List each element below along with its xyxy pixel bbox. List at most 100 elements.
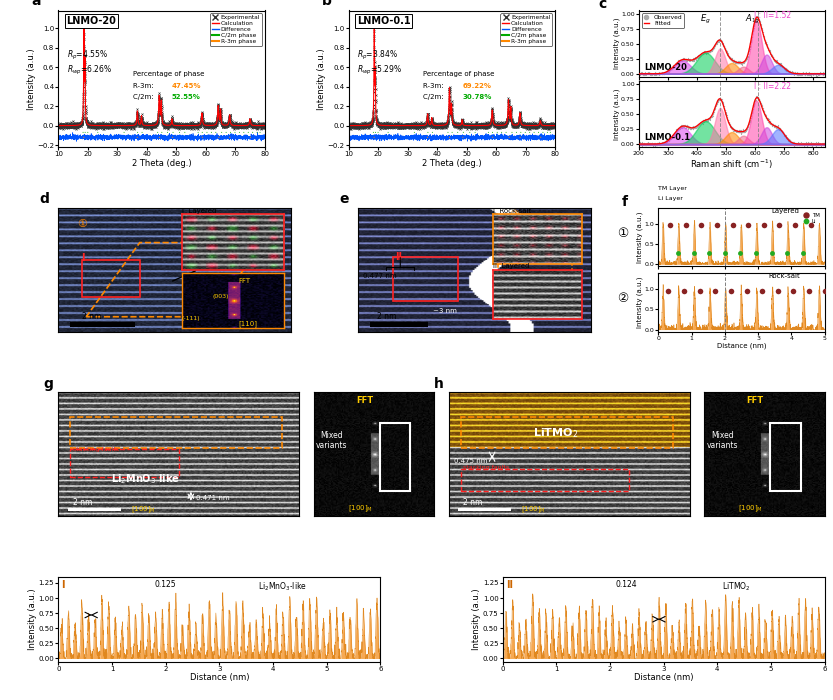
Point (649, 69, 662, 80)
Point (786, 66, 799, 77)
Point (769, 55, 782, 66)
Point (684, 55, 697, 66)
Point (694, 117, 707, 128)
Point (687, 121, 701, 132)
Point (748, 18, 761, 29)
Point (651, 139, 665, 150)
Text: [100]$_M$: [100]$_M$ (347, 503, 372, 514)
Text: c: c (598, 0, 606, 10)
Point (813, 68, 826, 79)
Point (691, 120, 705, 131)
Point (801, 139, 814, 150)
Point (681, 122, 694, 133)
Point (715, 93, 728, 104)
Bar (461, 469, 630, 491)
Point (791, 139, 804, 150)
Point (750, 92, 763, 104)
Point (686, 55, 700, 66)
Point (763, 46, 776, 57)
Point (672, 55, 686, 66)
Point (812, 68, 826, 79)
Bar (70, 449, 179, 477)
Text: stacking faults: stacking faults (72, 447, 119, 452)
Point (776, 127, 789, 138)
Point (721, 114, 735, 125)
Point (711, 36, 724, 48)
Point (671, 58, 684, 69)
Point (807, 139, 821, 150)
Point (728, 125, 741, 136)
Point (746, 29, 759, 40)
Point (792, 69, 806, 80)
Point (721, 115, 735, 126)
Point (657, 137, 671, 148)
Point (686, 55, 700, 66)
Point (765, 50, 778, 62)
Point (693, 50, 706, 62)
Point (804, 69, 817, 80)
Point (654, 137, 667, 148)
Point (651, 67, 664, 78)
Point (796, 139, 810, 150)
Point (724, 52, 737, 64)
Text: g: g (44, 377, 53, 391)
Point (810, 139, 823, 150)
Point (737, 127, 751, 138)
Point (790, 139, 803, 150)
Point (754, 19, 767, 30)
Point (792, 138, 806, 149)
Point (671, 57, 685, 68)
Point (698, 113, 711, 124)
Point (668, 128, 681, 139)
Point (778, 62, 791, 73)
Point (691, 121, 704, 132)
Point (816, 139, 829, 150)
Point (774, 125, 787, 136)
Point (723, 52, 736, 63)
Point (781, 134, 794, 145)
Point (796, 68, 810, 79)
X-axis label: Distance (nm): Distance (nm) (634, 673, 693, 682)
Point (691, 119, 705, 130)
Point (636, 136, 649, 148)
Point (806, 67, 820, 78)
Point (713, 35, 726, 46)
Point (664, 132, 677, 143)
Point (643, 68, 656, 79)
Point (661, 66, 675, 77)
Point (676, 120, 689, 131)
Point (661, 136, 674, 147)
Point (813, 139, 826, 150)
Point (792, 67, 806, 78)
Point (686, 53, 699, 64)
Point (777, 128, 791, 139)
Point (724, 52, 737, 63)
Point (669, 60, 682, 71)
Point (707, 43, 721, 54)
Point (647, 68, 661, 79)
Point (664, 133, 677, 144)
Experimental (53, 121, 63, 130)
Point (792, 140, 806, 151)
Text: Rock-salt: Rock-salt (768, 273, 800, 279)
Point (791, 68, 804, 79)
Point (757, 106, 771, 117)
Point (662, 66, 676, 77)
Point (709, 38, 722, 50)
Point (739, 56, 752, 67)
Point (671, 57, 684, 69)
Point (695, 118, 708, 129)
Point (676, 55, 690, 66)
Point (707, 41, 721, 52)
Point (701, 46, 714, 57)
Point (661, 64, 674, 76)
Point (707, 105, 721, 116)
Point (807, 139, 821, 150)
Text: Li Layer: Li Layer (658, 196, 683, 202)
Point (750, 92, 763, 104)
Point (774, 58, 787, 69)
Point (786, 137, 800, 148)
Point (655, 69, 668, 80)
Point (684, 55, 697, 66)
Point (734, 56, 747, 67)
